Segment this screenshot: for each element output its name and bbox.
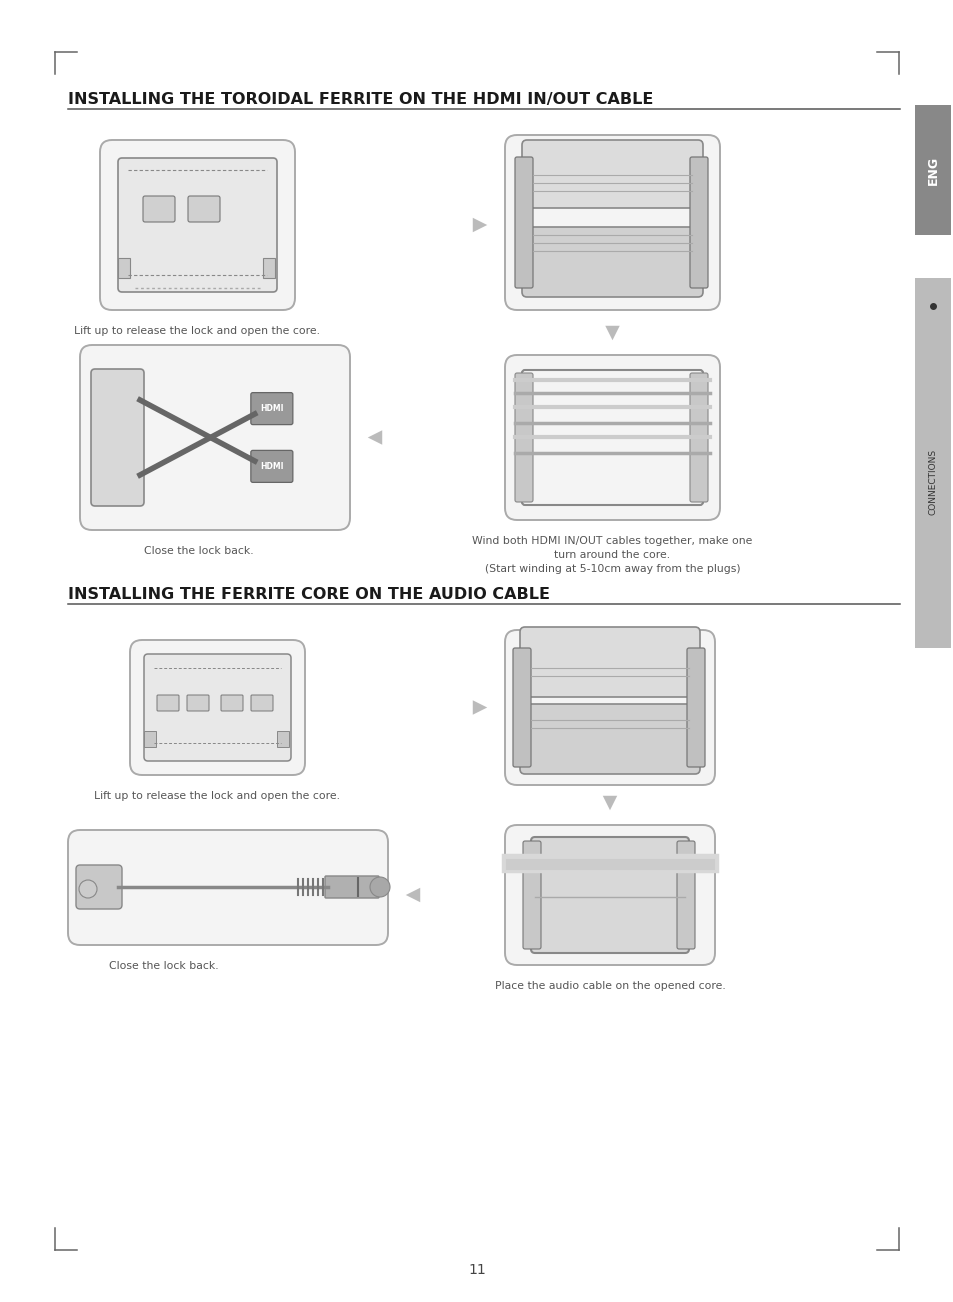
FancyBboxPatch shape	[188, 197, 220, 223]
FancyBboxPatch shape	[513, 648, 531, 767]
FancyBboxPatch shape	[130, 641, 305, 775]
FancyBboxPatch shape	[504, 825, 714, 965]
FancyBboxPatch shape	[157, 695, 179, 711]
Text: Close the lock back.: Close the lock back.	[144, 546, 253, 556]
FancyBboxPatch shape	[118, 158, 276, 292]
FancyBboxPatch shape	[515, 158, 533, 288]
FancyBboxPatch shape	[325, 876, 378, 898]
Text: ENG: ENG	[925, 155, 939, 185]
Bar	[118, 258, 130, 279]
Bar	[276, 730, 289, 747]
FancyBboxPatch shape	[68, 829, 388, 945]
FancyBboxPatch shape	[521, 227, 702, 297]
Text: Wind both HDMI IN/OUT cables together, make one
turn around the core.
(Start win: Wind both HDMI IN/OUT cables together, m…	[472, 536, 752, 574]
FancyBboxPatch shape	[144, 654, 291, 760]
Text: 11: 11	[468, 1263, 485, 1277]
FancyBboxPatch shape	[522, 841, 540, 949]
FancyBboxPatch shape	[504, 135, 720, 310]
FancyBboxPatch shape	[689, 158, 707, 288]
FancyBboxPatch shape	[689, 372, 707, 503]
FancyBboxPatch shape	[100, 141, 294, 310]
Bar	[144, 730, 156, 747]
Circle shape	[79, 880, 97, 898]
Text: HDMI: HDMI	[260, 462, 283, 471]
Text: Lift up to release the lock and open the core.: Lift up to release the lock and open the…	[94, 792, 340, 801]
FancyBboxPatch shape	[80, 345, 350, 530]
FancyBboxPatch shape	[504, 630, 714, 785]
Bar	[263, 258, 274, 279]
Circle shape	[370, 878, 390, 897]
FancyBboxPatch shape	[515, 372, 533, 503]
FancyBboxPatch shape	[251, 450, 293, 482]
Text: CONNECTIONS: CONNECTIONS	[927, 449, 937, 516]
FancyBboxPatch shape	[221, 695, 243, 711]
Text: Place the audio cable on the opened core.: Place the audio cable on the opened core…	[494, 980, 724, 991]
FancyBboxPatch shape	[531, 837, 688, 953]
Bar	[914, 105, 950, 234]
FancyBboxPatch shape	[504, 355, 720, 519]
Text: HDMI: HDMI	[260, 404, 283, 413]
FancyBboxPatch shape	[187, 695, 209, 711]
FancyBboxPatch shape	[251, 695, 273, 711]
Text: Close the lock back.: Close the lock back.	[109, 961, 218, 971]
Bar	[914, 279, 950, 648]
FancyBboxPatch shape	[677, 841, 695, 949]
FancyBboxPatch shape	[521, 141, 702, 208]
FancyBboxPatch shape	[519, 704, 700, 773]
FancyBboxPatch shape	[76, 865, 122, 909]
Text: INSTALLING THE FERRITE CORE ON THE AUDIO CABLE: INSTALLING THE FERRITE CORE ON THE AUDIO…	[68, 587, 550, 602]
FancyBboxPatch shape	[91, 368, 144, 506]
Text: Lift up to release the lock and open the core.: Lift up to release the lock and open the…	[74, 326, 320, 336]
FancyBboxPatch shape	[143, 197, 174, 223]
FancyBboxPatch shape	[251, 393, 293, 424]
FancyBboxPatch shape	[519, 628, 700, 697]
Text: INSTALLING THE TOROIDAL FERRITE ON THE HDMI IN/OUT CABLE: INSTALLING THE TOROIDAL FERRITE ON THE H…	[68, 92, 653, 107]
FancyBboxPatch shape	[686, 648, 704, 767]
